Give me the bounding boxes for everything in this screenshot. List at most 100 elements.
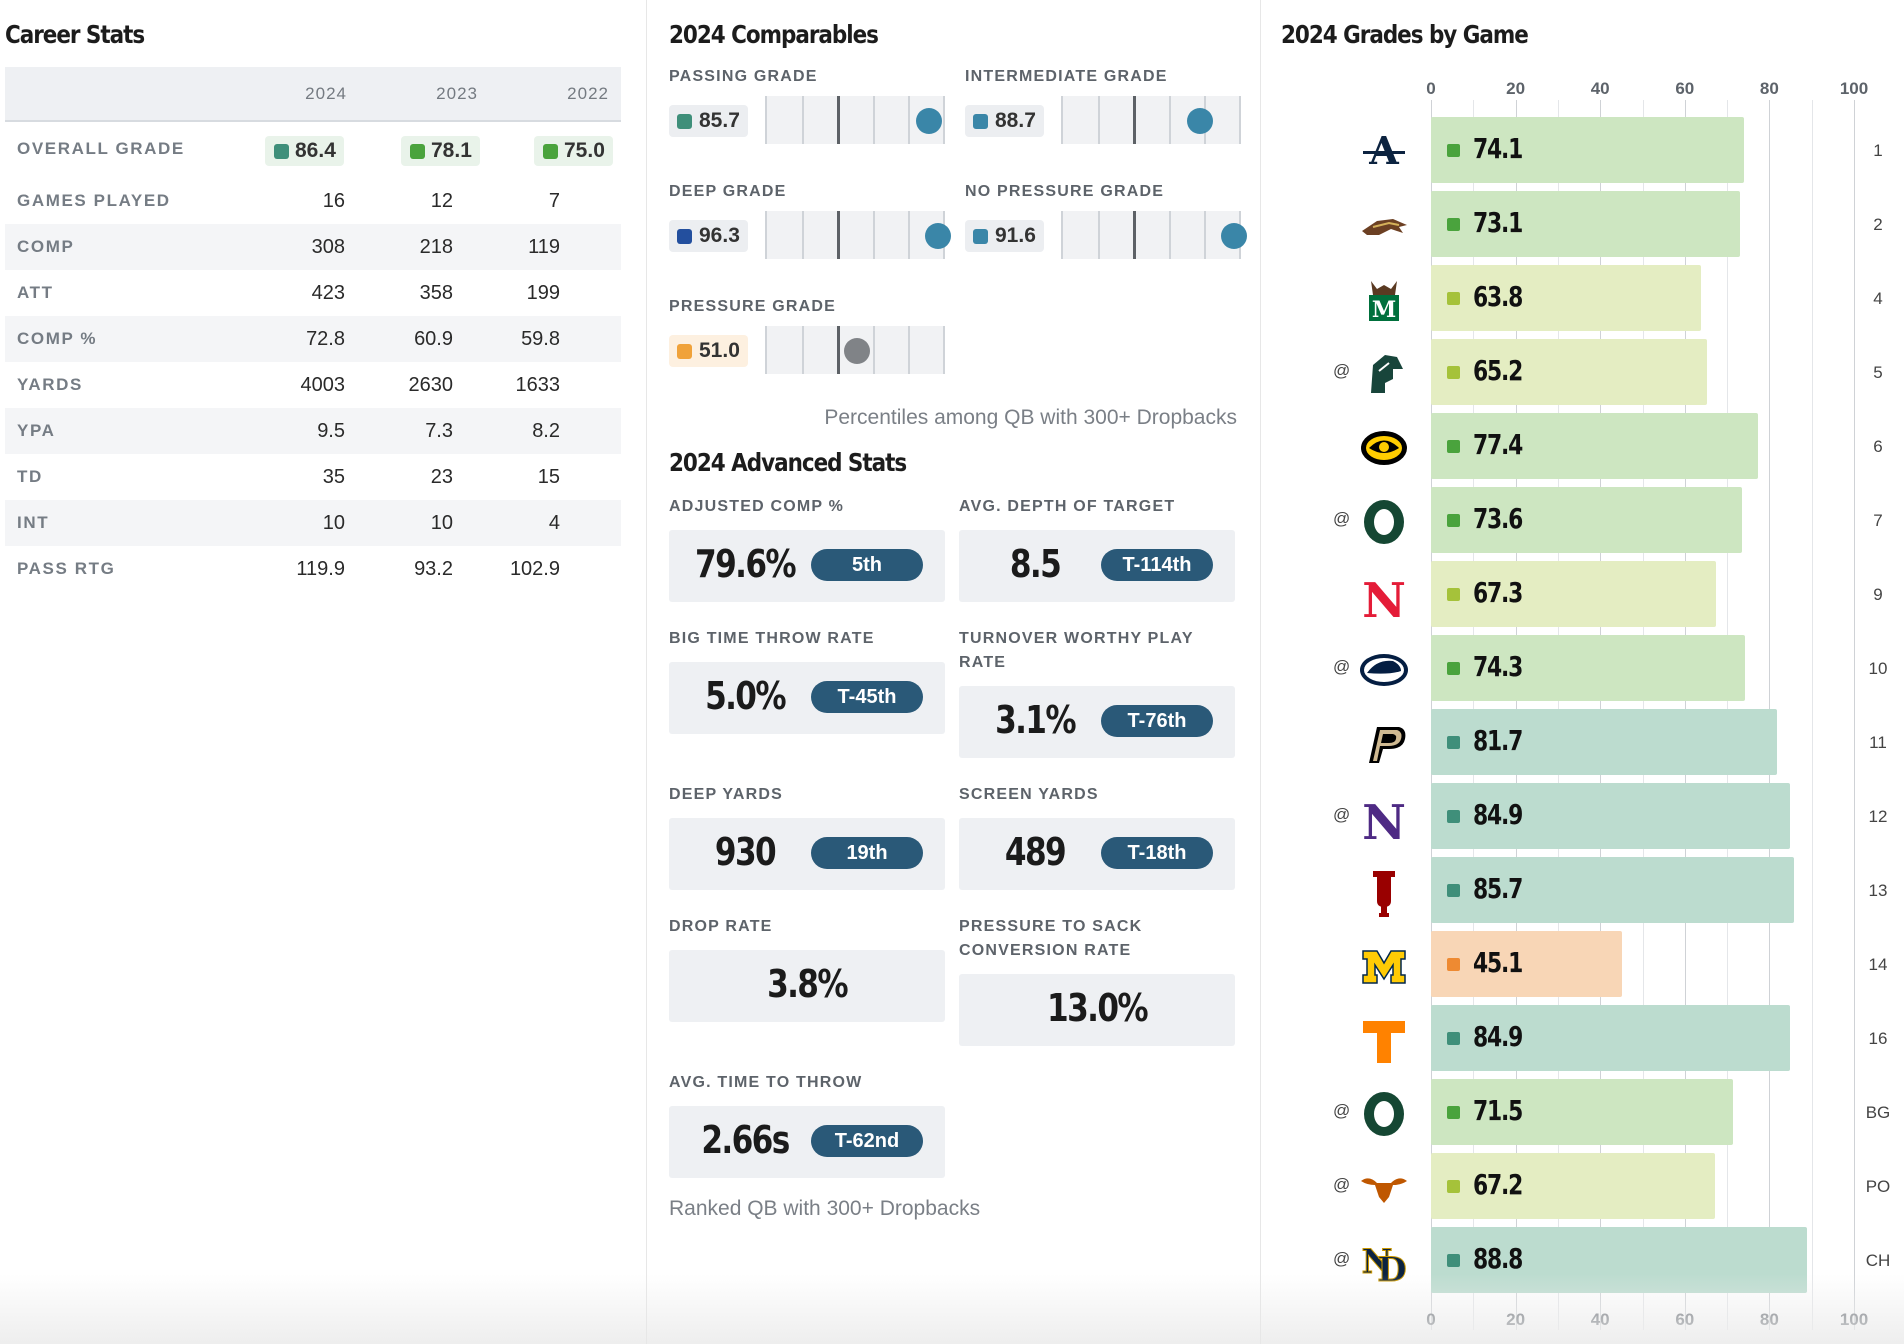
year-header[interactable]: 2022 [567, 84, 609, 103]
game-row[interactable]: @67.2 PO [1261, 1153, 1904, 1223]
grade-bar[interactable]: 85.7 [1431, 857, 1794, 923]
percentile-tick [1168, 96, 1171, 144]
row-label: OVERALL GRADE [17, 139, 185, 158]
week-label: 12 [1868, 807, 1888, 826]
grade-bar[interactable]: 45.1 [1431, 931, 1622, 997]
grade-badge: 51.0 [669, 335, 748, 367]
game-row[interactable]: 73.1 2 [1261, 191, 1904, 261]
advanced-stat-label: PRESSURE TO SACK [959, 918, 1143, 935]
grade-badge: 85.7 [669, 105, 748, 137]
table-row: TD 35 23 15 [5, 454, 621, 500]
grade-value: 81.7 [1473, 724, 1523, 757]
percentile-tick [837, 211, 841, 259]
x-axis-tick-label: 0 [1426, 79, 1436, 98]
x-axis-tick-label: 40 [1590, 1310, 1610, 1329]
indiana-logo [1359, 867, 1409, 917]
ranked-note: Ranked QB with 300+ Dropbacks [669, 1197, 981, 1220]
stat-value: 72.8 [306, 328, 345, 350]
grade-bar[interactable]: 67.2 [1431, 1153, 1716, 1219]
percentile-tick [802, 96, 805, 144]
grade-badge: 88.7 [965, 105, 1044, 137]
grade-color-swatch [1447, 884, 1460, 897]
grade-bar[interactable]: 74.1 [1431, 117, 1745, 183]
grade-value: 65.2 [1473, 354, 1523, 387]
x-axis-tick-label: 100 [1839, 1310, 1869, 1329]
grade-bar[interactable]: 73.6 [1431, 487, 1743, 553]
stat-value: 218 [419, 236, 453, 258]
game-row[interactable]: @65.2 5 [1261, 339, 1904, 409]
week-label: 6 [1873, 437, 1883, 456]
percentile-widget: 88.7 [965, 96, 1241, 146]
tennessee-logo [1359, 1015, 1409, 1065]
stat-value: 23 [430, 466, 453, 488]
game-row[interactable]: M 63.8 4 [1261, 265, 1904, 335]
grade-value: 74.3 [1473, 650, 1523, 683]
game-row[interactable]: 45.1 14 [1261, 931, 1904, 1001]
grade-bar[interactable]: 71.5 [1431, 1079, 1734, 1145]
x-axis-tick-label: 40 [1590, 79, 1610, 98]
rank-badge: T-18th [1101, 837, 1213, 869]
game-row[interactable]: @ N 84.9 12 [1261, 783, 1904, 853]
week-label: 11 [1869, 733, 1887, 752]
rank-badge: T-76th [1101, 705, 1213, 737]
grade-color-swatch [1447, 292, 1460, 305]
grade-bar[interactable]: 84.9 [1431, 783, 1791, 849]
grade-value: 71.5 [1473, 1094, 1523, 1127]
grade-bar[interactable]: 67.3 [1431, 561, 1716, 627]
stat-value: 2630 [408, 374, 454, 396]
grade-bar[interactable]: 74.3 [1431, 635, 1746, 701]
game-row[interactable]: 81.7 11 [1261, 709, 1904, 779]
grade-bar[interactable]: 63.8 [1431, 265, 1701, 331]
advanced-stats-title: 2024 Advanced Stats [669, 448, 907, 477]
grade-bar[interactable]: 84.9 [1431, 1005, 1791, 1071]
stat-value: 7.3 [425, 420, 453, 442]
iowa-logo [1359, 423, 1409, 473]
x-axis-tick-label: 80 [1759, 1310, 1779, 1329]
table-row: YARDS 4003 2630 1633 [5, 362, 621, 408]
table-row: YPA 9.5 7.3 8.2 [5, 408, 621, 454]
grades-by-game-panel: 2024 Grades by Game 0 0 20 20 40 40 60 60 80 80 10… [1260, 0, 1904, 1344]
week-label: 9 [1873, 585, 1883, 604]
career-stats-table: 2024 2023 2022 OVERALL GRADE 86.4 78.1 75.0… [5, 67, 621, 592]
grade-color-swatch [1447, 514, 1460, 527]
stat-value: 16 [322, 190, 345, 212]
grade-bar[interactable]: 81.7 [1431, 709, 1777, 775]
grade-value: 77.4 [1473, 428, 1523, 461]
advanced-stat-value: 2.66s [701, 1118, 790, 1162]
table-row: COMP % 72.8 60.9 59.8 [5, 316, 621, 362]
grade-value: 84.9 [1473, 798, 1523, 831]
overall-grade-row: OVERALL GRADE 86.4 78.1 75.0 [5, 122, 621, 178]
game-row[interactable]: 84.9 16 [1261, 1005, 1904, 1075]
game-row[interactable]: 85.7 13 [1261, 857, 1904, 927]
stat-value: 35 [322, 466, 345, 488]
week-label: 1 [1873, 141, 1883, 160]
grade-value: 67.2 [1473, 1168, 1523, 1201]
grade-bar[interactable]: 73.1 [1431, 191, 1741, 257]
game-row[interactable]: 77.4 6 [1261, 413, 1904, 483]
grade-color-swatch [1447, 1180, 1460, 1193]
advanced-stat-value: 8.5 [1009, 542, 1062, 586]
advanced-stat-value: 3.1% [995, 698, 1077, 742]
stat-value: 423 [311, 282, 345, 304]
game-row[interactable]: @71.5 BG [1261, 1079, 1904, 1149]
rank-badge: T-114th [1101, 549, 1213, 581]
grade-value: 85.7 [1473, 872, 1523, 905]
game-row[interactable]: @74.3 10 [1261, 635, 1904, 705]
year-header[interactable]: 2024 [305, 84, 347, 103]
game-row[interactable]: @ N D 88.8 CH [1261, 1227, 1904, 1297]
advanced-stat-label: TURNOVER WORTHY PLAY [959, 630, 1194, 647]
gridline [1854, 100, 1855, 1330]
advanced-stat-label: DROP RATE [669, 918, 773, 935]
nebraska-logo: N [1359, 571, 1409, 629]
year-header[interactable]: 2023 [436, 84, 478, 103]
game-row[interactable]: A 74.1 1 [1261, 117, 1904, 187]
percentile-tick [872, 211, 875, 259]
grade-bar[interactable]: 65.2 [1431, 339, 1707, 405]
game-row[interactable]: N 67.3 9 [1261, 561, 1904, 631]
week-label: 10 [1868, 659, 1888, 678]
game-row[interactable]: @73.6 7 [1261, 487, 1904, 557]
grade-color-swatch [677, 229, 692, 244]
grade-bar[interactable]: 77.4 [1431, 413, 1759, 479]
grade-bar[interactable]: 88.8 [1431, 1227, 1807, 1293]
grade-value: 74.1 [1473, 132, 1523, 165]
